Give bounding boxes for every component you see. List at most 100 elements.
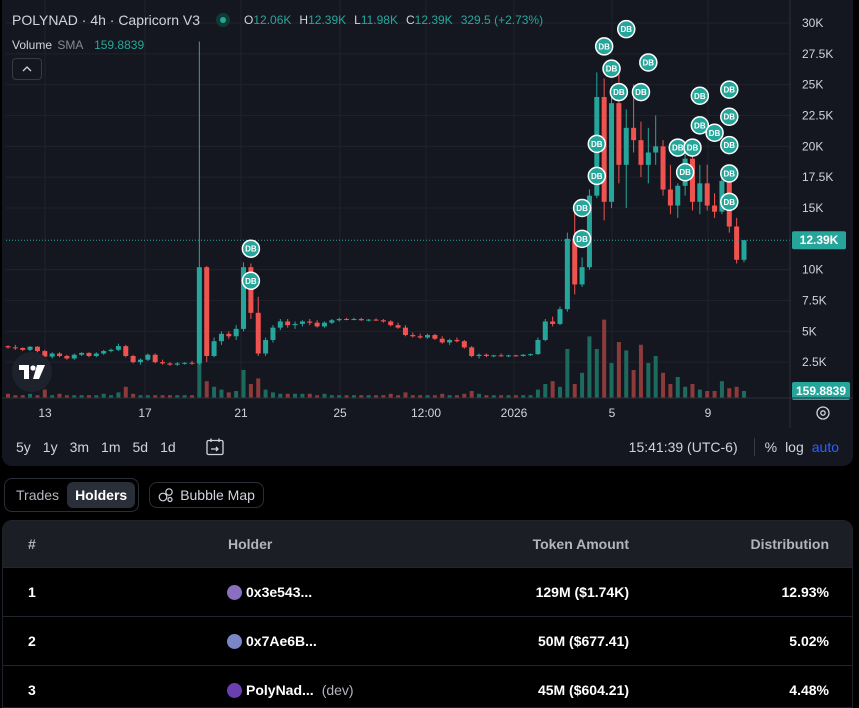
bubble-map-button[interactable]: Bubble Map — [149, 482, 264, 508]
timeframe-button-3m[interactable]: 3m — [69, 439, 90, 455]
ohlc-item: C12.39K — [406, 13, 453, 27]
db-marker: DB — [720, 192, 739, 212]
row-distribution: 4.48% — [789, 682, 829, 698]
volume-bar — [624, 350, 629, 398]
volume-bar — [175, 395, 180, 398]
candle-body — [660, 146, 666, 190]
price-chart[interactable]: DB DB DB DB DB DB DB DB DB DB DB DB DB DB DB DB DB DB DB DB… — [2, 0, 853, 428]
holder-address[interactable]: 0x7Ae6B... — [246, 633, 317, 649]
tradingview-logo[interactable] — [12, 352, 52, 392]
gear-icon[interactable] — [816, 406, 830, 420]
gear-icon-ring — [816, 406, 830, 420]
db-marker-label: DB — [672, 144, 684, 153]
volume-bar — [381, 395, 386, 398]
row-holder[interactable]: 0x3e543... — [227, 584, 459, 600]
db-marker-circle — [572, 229, 592, 249]
holder-address[interactable]: 0x3e543... — [246, 584, 313, 600]
db-marker-circle — [675, 162, 695, 182]
db-marker-circle — [631, 82, 651, 102]
candle-body — [704, 183, 710, 206]
price-axis-label: 2.5K — [802, 355, 827, 369]
volume-bar — [145, 395, 150, 398]
timeframe-button-1y[interactable]: 1y — [42, 439, 58, 455]
volume-bar — [388, 393, 393, 398]
timezone-clock[interactable]: 15:41:39 (UTC-6) — [628, 439, 738, 455]
header-index: # — [28, 536, 36, 552]
candle-body — [263, 339, 269, 354]
volume-bar — [587, 336, 592, 398]
price-axis-label: 10K — [802, 263, 823, 277]
candle-body — [653, 146, 659, 153]
table-row[interactable]: 3 PolyNad... (dev) 45M ($604.21) 4.48% — [3, 665, 852, 707]
volume-bar — [705, 391, 710, 398]
volume-bar — [425, 395, 430, 398]
chart-panel[interactable]: DB DB DB DB DB DB DB DB DB DB DB DB DB DB DB DB DB DB DB DB… — [2, 0, 853, 466]
volume-bar — [131, 393, 136, 398]
candle-body — [741, 240, 747, 260]
candle-body — [5, 346, 11, 348]
volume-bar — [491, 395, 496, 398]
volume-bar — [13, 395, 18, 398]
db-marker-circle — [587, 166, 607, 186]
candle-body — [535, 339, 541, 355]
candle-body — [454, 339, 460, 342]
db-marker-label: DB — [576, 204, 588, 213]
db-marker-label: DB — [709, 129, 721, 138]
volume-bar — [675, 377, 680, 398]
volume-label: Volume — [12, 38, 53, 52]
db-marker-label: DB — [245, 245, 257, 254]
row-holder[interactable]: PolyNad... (dev) — [227, 682, 459, 698]
volume-bar — [6, 393, 10, 398]
volume-bar — [594, 349, 599, 398]
ohlc-value: 329.5 (+2.73%) — [460, 13, 544, 27]
log-scale-button[interactable]: log — [785, 439, 804, 455]
db-marker-circle — [241, 239, 261, 258]
db-marker-circle — [616, 19, 636, 39]
volume-bar — [477, 393, 482, 398]
candle-body — [623, 127, 629, 165]
calendar-arrow-icon — [206, 438, 224, 456]
tab-holders[interactable]: Holders — [67, 482, 136, 508]
auto-scale-button[interactable]: auto — [811, 439, 839, 455]
timeframe-button-5d[interactable]: 5d — [132, 439, 149, 455]
db-marker-label: DB — [723, 169, 735, 178]
candle-body — [167, 363, 173, 365]
collapse-legend-button[interactable] — [12, 58, 42, 80]
candle-body — [439, 338, 445, 343]
holder-avatar — [227, 584, 242, 600]
volume-bar — [712, 391, 717, 398]
candle-body — [137, 359, 143, 363]
db-marker: DB — [720, 135, 739, 155]
candle-body — [277, 321, 283, 328]
percent-scale-button[interactable]: % — [764, 439, 778, 455]
table-body: 1 0x3e543... 129M ($1.74K) 12.93% 2 0x7Ae6B..… — [3, 567, 852, 707]
db-marker-circle — [720, 192, 739, 212]
db-marker-circle — [241, 271, 261, 291]
volume-bar — [226, 392, 231, 398]
candle-body — [528, 354, 534, 356]
date-range-button[interactable] — [204, 436, 226, 458]
candle-body — [321, 322, 327, 327]
timeframe-button-1d[interactable]: 1d — [160, 439, 176, 455]
ohlc-value: 12.06K — [253, 13, 292, 27]
candle-body — [513, 355, 519, 357]
candle-body — [93, 353, 99, 356]
volume-bar — [418, 395, 423, 398]
timeframe-button-5y[interactable]: 5y — [16, 439, 31, 455]
db-marker: DB — [683, 138, 702, 157]
volume-bar — [535, 389, 540, 398]
table-row[interactable]: 1 0x3e543... 129M ($1.74K) 12.93% — [3, 567, 852, 616]
volume-bar — [616, 342, 621, 398]
timeframe-button-1m[interactable]: 1m — [101, 439, 121, 455]
volume-bar — [580, 372, 585, 398]
price-axis-label: 5K — [802, 324, 817, 338]
candle-body — [218, 333, 224, 342]
holder-address[interactable]: PolyNad... — [246, 682, 314, 698]
db-marker-circle — [720, 107, 739, 126]
table-row[interactable]: 2 0x7Ae6B... 50M ($677.41) 5.02% — [3, 616, 852, 665]
row-holder[interactable]: 0x7Ae6B... — [227, 633, 459, 649]
tab-trades[interactable]: Trades — [16, 487, 60, 503]
db-marker: DB — [631, 82, 651, 102]
candle-body — [285, 321, 291, 326]
volume-bar — [315, 395, 320, 398]
